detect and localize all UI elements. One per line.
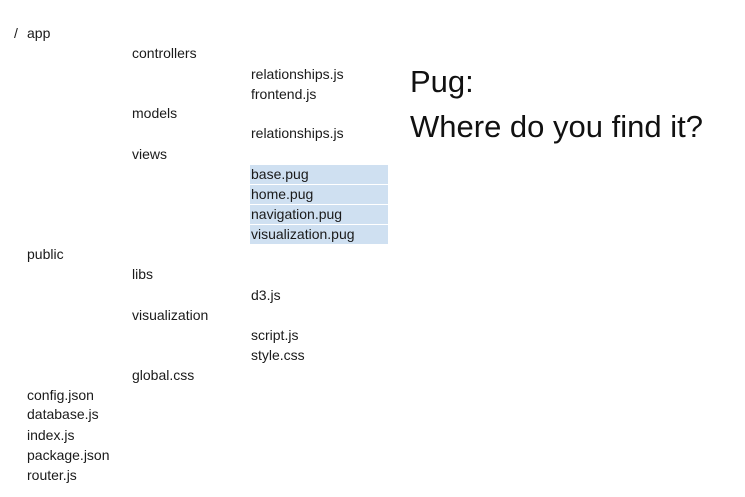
file-controllers-relationships: relationships.js [251, 66, 344, 82]
file-views-navigation-highlighted: navigation.pug [250, 205, 388, 224]
folder-app: app [27, 25, 51, 41]
folder-views: views [132, 146, 168, 162]
file-views-base-highlighted: base.pug [250, 165, 388, 184]
file-models-relationships: relationships.js [251, 125, 344, 141]
file-visualization-script: script.js [251, 327, 299, 343]
root-slash: / [14, 25, 18, 41]
heading-pug: Pug: [410, 64, 474, 99]
file-config-json: config.json [27, 387, 94, 403]
file-views-home-highlighted: home.pug [250, 185, 388, 204]
folder-libs: libs [132, 266, 154, 282]
file-global-css: global.css [132, 367, 195, 383]
file-database-js: database.js [27, 406, 99, 422]
heading-question: Where do you find it? [410, 109, 703, 144]
file-views-visualization-highlighted: visualization.pug [250, 225, 388, 244]
folder-visualization: visualization [132, 307, 209, 323]
folder-public: public [27, 246, 64, 262]
file-controllers-frontend: frontend.js [251, 86, 317, 102]
folder-controllers: controllers [132, 45, 197, 61]
folder-models: models [132, 105, 178, 121]
file-libs-d3: d3.js [251, 287, 281, 303]
file-router-js: router.js [27, 467, 77, 483]
file-index-js: index.js [27, 427, 75, 443]
file-package-json: package.json [27, 447, 110, 463]
file-visualization-style: style.css [251, 347, 305, 363]
